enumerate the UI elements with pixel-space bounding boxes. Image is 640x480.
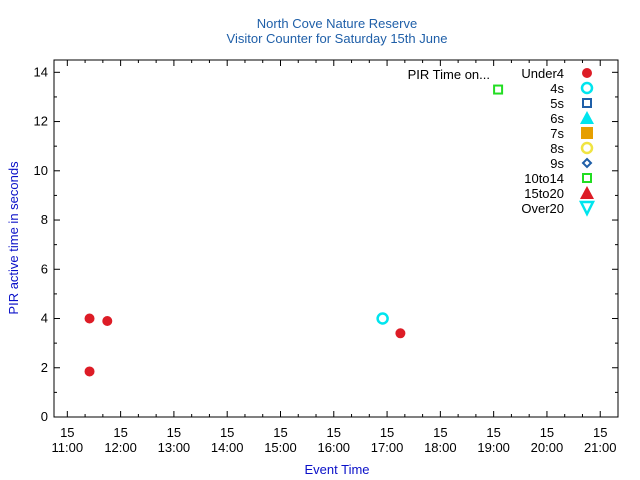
y-axis-label: PIR active time in seconds [6, 161, 21, 315]
y-tick-label: 10 [34, 163, 48, 178]
legend-label: 10to14 [524, 171, 564, 186]
axis-ticks: 024681012141511:001512:001513:001514:001… [34, 60, 619, 455]
legend: PIR Time on... Under44s5s6s7s8s9s10to1415… [408, 66, 596, 217]
x-tick-day: 15 [433, 425, 447, 440]
legend-title: PIR Time on... [408, 67, 490, 82]
x-tick-time: 13:00 [158, 440, 191, 455]
legend-label: Under4 [521, 66, 564, 81]
x-tick-day: 15 [220, 425, 234, 440]
legend-marker-4s [580, 81, 594, 95]
x-tick-day: 15 [60, 425, 74, 440]
x-tick-time: 18:00 [424, 440, 457, 455]
legend-label: 8s [550, 141, 564, 156]
legend-label: 6s [550, 111, 564, 126]
x-tick-time: 15:00 [264, 440, 297, 455]
data-point-under4 [84, 313, 95, 324]
data-point-under4 [84, 366, 95, 377]
x-tick-day: 15 [113, 425, 127, 440]
x-tick-time: 20:00 [531, 440, 564, 455]
chart-title: North Cove Nature Reserve [257, 16, 417, 31]
legend-label: 4s [550, 81, 564, 96]
y-tick-label: 0 [41, 409, 48, 424]
data-points [84, 84, 504, 377]
x-tick-time: 14:00 [211, 440, 244, 455]
y-tick-label: 4 [41, 311, 48, 326]
legend-marker-6s [580, 111, 594, 124]
x-tick-time: 12:00 [104, 440, 137, 455]
legend-label: 7s [550, 126, 564, 141]
x-tick-day: 15 [167, 425, 181, 440]
y-tick-label: 2 [41, 360, 48, 375]
x-tick-day: 15 [593, 425, 607, 440]
plot-frame [53, 59, 619, 418]
x-tick-day: 15 [273, 425, 287, 440]
x-tick-day: 15 [540, 425, 554, 440]
x-tick-day: 15 [486, 425, 500, 440]
chart-subtitle: Visitor Counter for Saturday 15th June [227, 31, 448, 46]
data-point-4s [376, 312, 389, 325]
x-tick-time: 21:00 [584, 440, 617, 455]
x-tick-day: 15 [380, 425, 394, 440]
x-tick-time: 11:00 [52, 440, 84, 455]
data-point-10to14 [493, 84, 504, 95]
legend-marker-under4 [582, 68, 592, 78]
legend-label: 15to20 [524, 186, 564, 201]
legend-marker-15to20 [580, 186, 594, 199]
legend-label: 9s [550, 156, 564, 171]
y-tick-label: 14 [34, 64, 48, 79]
y-tick-label: 8 [41, 212, 48, 227]
legend-marker-10to14 [582, 173, 592, 183]
x-tick-day: 15 [327, 425, 341, 440]
x-tick-time: 19:00 [477, 440, 510, 455]
legend-marker-5s [582, 98, 592, 108]
x-tick-time: 16:00 [318, 440, 351, 455]
legend-label: Over20 [521, 201, 564, 216]
data-point-under4 [395, 328, 406, 339]
data-point-under4 [102, 315, 113, 326]
y-tick-label: 6 [41, 261, 48, 276]
y-tick-label: 12 [34, 114, 48, 129]
legend-marker-9s [581, 157, 593, 169]
legend-marker-7s [581, 127, 593, 139]
legend-label: 5s [550, 96, 564, 111]
legend-marker-over20 [578, 200, 596, 217]
x-axis-label: Event Time [304, 462, 369, 477]
x-tick-time: 17:00 [371, 440, 404, 455]
legend-marker-8s [580, 141, 594, 155]
